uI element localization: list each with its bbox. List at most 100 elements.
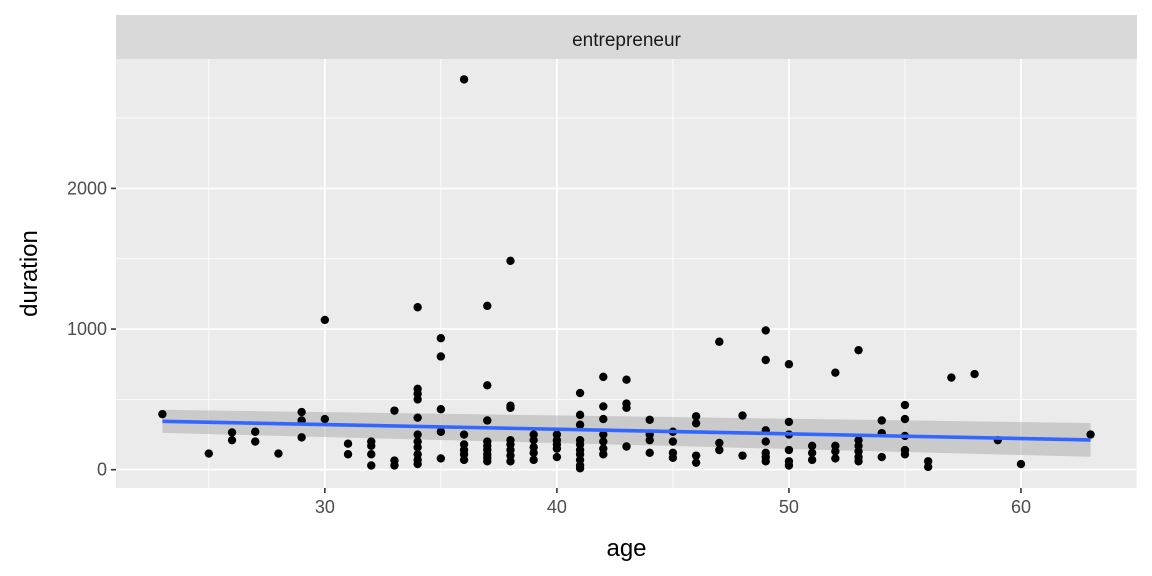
data-point (413, 443, 422, 452)
data-point (1086, 430, 1095, 439)
data-point (251, 437, 260, 446)
data-point (483, 457, 492, 466)
data-point (970, 369, 979, 379)
data-point (807, 455, 817, 465)
data-point (900, 450, 910, 459)
data-point (900, 400, 910, 410)
data-point (622, 442, 631, 451)
data-point (390, 406, 399, 415)
data-point (367, 461, 376, 470)
data-point (622, 375, 631, 384)
data-point (552, 444, 562, 453)
data-point (784, 417, 794, 427)
data-point (436, 454, 446, 463)
facet-strip (116, 15, 1137, 59)
data-point (436, 405, 446, 414)
data-point (390, 461, 399, 470)
data-point (506, 256, 515, 266)
data-point (947, 373, 956, 382)
data-point (599, 414, 608, 424)
data-point (227, 428, 237, 437)
data-point (575, 410, 585, 420)
data-point (761, 355, 770, 365)
data-point (227, 435, 237, 445)
data-point (459, 455, 469, 465)
data-point (877, 416, 886, 425)
smooth-line (162, 419, 1091, 442)
data-point (1016, 459, 1026, 469)
y-tick-label: 1000 (67, 319, 107, 339)
data-point (831, 447, 840, 456)
data-point (459, 430, 469, 439)
data-point (459, 75, 469, 84)
data-point (599, 430, 608, 439)
x-tick-label: 60 (1011, 497, 1031, 517)
data-point (761, 437, 770, 446)
x-axis: 30 40 50 60 (315, 488, 1031, 517)
data-point (320, 414, 330, 424)
x-tick-label: 50 (779, 497, 799, 517)
facet-strip-label: entrepreneur (572, 30, 681, 51)
data-point (413, 303, 422, 312)
data-point (529, 455, 538, 465)
plot-panel (116, 59, 1137, 488)
data-point (738, 451, 747, 460)
y-axis: 0 1000 2000 (67, 178, 116, 480)
data-point (691, 451, 701, 460)
data-point (529, 448, 538, 458)
data-point (320, 315, 330, 325)
data-point (599, 437, 608, 446)
data-point (483, 301, 492, 311)
data-point (923, 462, 933, 472)
data-point (436, 334, 446, 343)
data-point (599, 450, 608, 459)
data-point (413, 413, 422, 422)
data-point (645, 448, 654, 458)
data-point (761, 457, 770, 466)
regression-line (162, 419, 1091, 442)
data-point (831, 454, 840, 463)
data-point (413, 430, 422, 439)
y-axis-title: duration (16, 230, 43, 317)
data-point (691, 458, 701, 467)
data-point (506, 403, 515, 413)
x-tick-label: 40 (547, 497, 567, 517)
data-point (784, 445, 794, 455)
data-point (807, 441, 817, 451)
data-point (204, 449, 214, 458)
data-point (761, 326, 770, 335)
data-point (483, 416, 492, 425)
data-point (691, 419, 701, 428)
data-point (599, 372, 608, 382)
data-point (854, 345, 863, 355)
data-point (158, 409, 167, 419)
data-point (715, 445, 724, 455)
x-axis-title: age (606, 535, 646, 562)
data-point (343, 439, 353, 448)
data-point (483, 381, 492, 390)
data-point (274, 449, 283, 458)
data-point (529, 435, 538, 445)
data-point (691, 412, 701, 421)
data-point (343, 450, 353, 459)
data-point (854, 457, 863, 466)
data-points (158, 75, 1095, 473)
y-tick-label: 0 (97, 460, 107, 480)
data-point (622, 403, 631, 413)
y-tick-label: 2000 (67, 178, 107, 198)
data-point (784, 461, 794, 470)
data-point (297, 433, 306, 442)
data-point (575, 388, 585, 398)
data-point (599, 402, 608, 411)
data-point (367, 450, 376, 459)
data-point (413, 395, 422, 404)
data-point (413, 459, 422, 469)
data-point (367, 437, 376, 446)
data-point (575, 420, 585, 429)
x-tick-label: 30 (315, 497, 335, 517)
data-point (738, 411, 747, 420)
data-point (436, 352, 446, 361)
data-point (575, 464, 585, 473)
data-point (552, 452, 562, 462)
